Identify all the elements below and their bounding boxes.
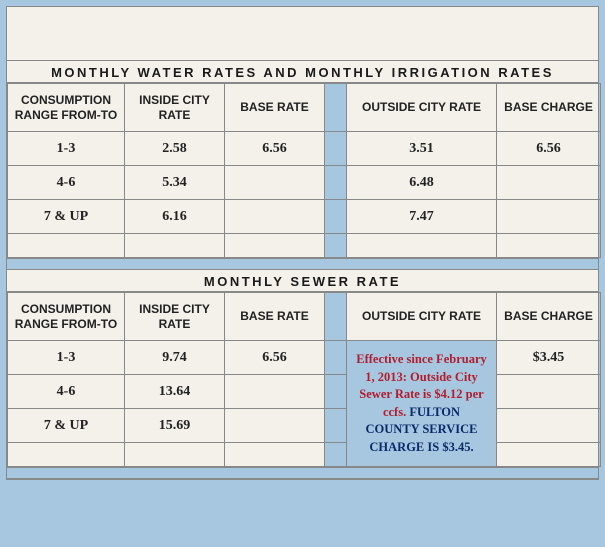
cell-inside: 9.74 (125, 341, 225, 375)
col-outside-rate: OUTSIDE CITY RATE (347, 293, 497, 341)
table-row-empty (8, 443, 601, 467)
col-outside-rate: OUTSIDE CITY RATE (347, 84, 497, 132)
table-row: 1-3 2.58 6.56 3.51 6.56 (8, 132, 601, 166)
cell-charge: 6.56 (497, 132, 601, 166)
cell-base (225, 375, 325, 409)
cell-charge: $3.45 (497, 341, 601, 375)
cell-charge (497, 409, 601, 443)
cell-inside: 2.58 (125, 132, 225, 166)
column-separator (325, 84, 347, 132)
table-row: 1-3 9.74 6.56 Effective since February 1… (8, 341, 601, 375)
table-row: 4-6 5.34 6.48 (8, 166, 601, 200)
col-base-rate: BASE RATE (225, 293, 325, 341)
col-inside-rate: INSIDE CITY RATE (125, 293, 225, 341)
cell-range: 7 & UP (8, 409, 125, 443)
sewer-rate-table: CONSUMPTION RANGE FROM-TO INSIDE CITY RA… (7, 292, 601, 467)
cell-outside: 7.47 (347, 200, 497, 234)
cell-base: 6.56 (225, 132, 325, 166)
cell-base (225, 409, 325, 443)
water-rates-title: MONTHLY WATER RATES AND MONTHLY IRRIGATI… (7, 61, 598, 83)
cell-outside: 3.51 (347, 132, 497, 166)
col-base-charge: BASE CHARGE (497, 293, 601, 341)
cell-base (225, 166, 325, 200)
cell-outside: 6.48 (347, 166, 497, 200)
rates-sheet: MONTHLY WATER RATES AND MONTHLY IRRIGATI… (6, 6, 599, 480)
column-separator (325, 375, 347, 409)
column-separator (325, 409, 347, 443)
column-separator (325, 200, 347, 234)
water-rates-table: CONSUMPTION RANGE FROM-TO INSIDE CITY RA… (7, 83, 601, 258)
column-separator (325, 293, 347, 341)
cell-range: 4-6 (8, 166, 125, 200)
cell-inside: 5.34 (125, 166, 225, 200)
column-separator (325, 341, 347, 375)
bottom-divider (7, 467, 598, 479)
table-row: 4-6 13.64 (8, 375, 601, 409)
cell-range: 7 & UP (8, 200, 125, 234)
table-row-empty (8, 234, 601, 258)
cell-base: 6.56 (225, 341, 325, 375)
cell-base (225, 200, 325, 234)
cell-inside: 13.64 (125, 375, 225, 409)
cell-range: 1-3 (8, 341, 125, 375)
cell-charge (497, 166, 601, 200)
col-consumption: CONSUMPTION RANGE FROM-TO (8, 84, 125, 132)
top-spacer (7, 7, 598, 61)
sewer-rate-title: MONTHLY SEWER RATE (7, 270, 598, 292)
column-separator (325, 132, 347, 166)
cell-charge (497, 200, 601, 234)
cell-range: 1-3 (8, 132, 125, 166)
cell-inside: 6.16 (125, 200, 225, 234)
col-base-charge: BASE CHARGE (497, 84, 601, 132)
section-divider (7, 258, 598, 270)
cell-range: 4-6 (8, 375, 125, 409)
col-inside-rate: INSIDE CITY RATE (125, 84, 225, 132)
outside-notice: Effective since February 1, 2013: Outsid… (347, 341, 497, 467)
table-row: 7 & UP 6.16 7.47 (8, 200, 601, 234)
cell-inside: 15.69 (125, 409, 225, 443)
table-row: 7 & UP 15.69 (8, 409, 601, 443)
col-consumption: CONSUMPTION RANGE FROM-TO (8, 293, 125, 341)
column-separator (325, 166, 347, 200)
cell-charge (497, 375, 601, 409)
col-base-rate: BASE RATE (225, 84, 325, 132)
